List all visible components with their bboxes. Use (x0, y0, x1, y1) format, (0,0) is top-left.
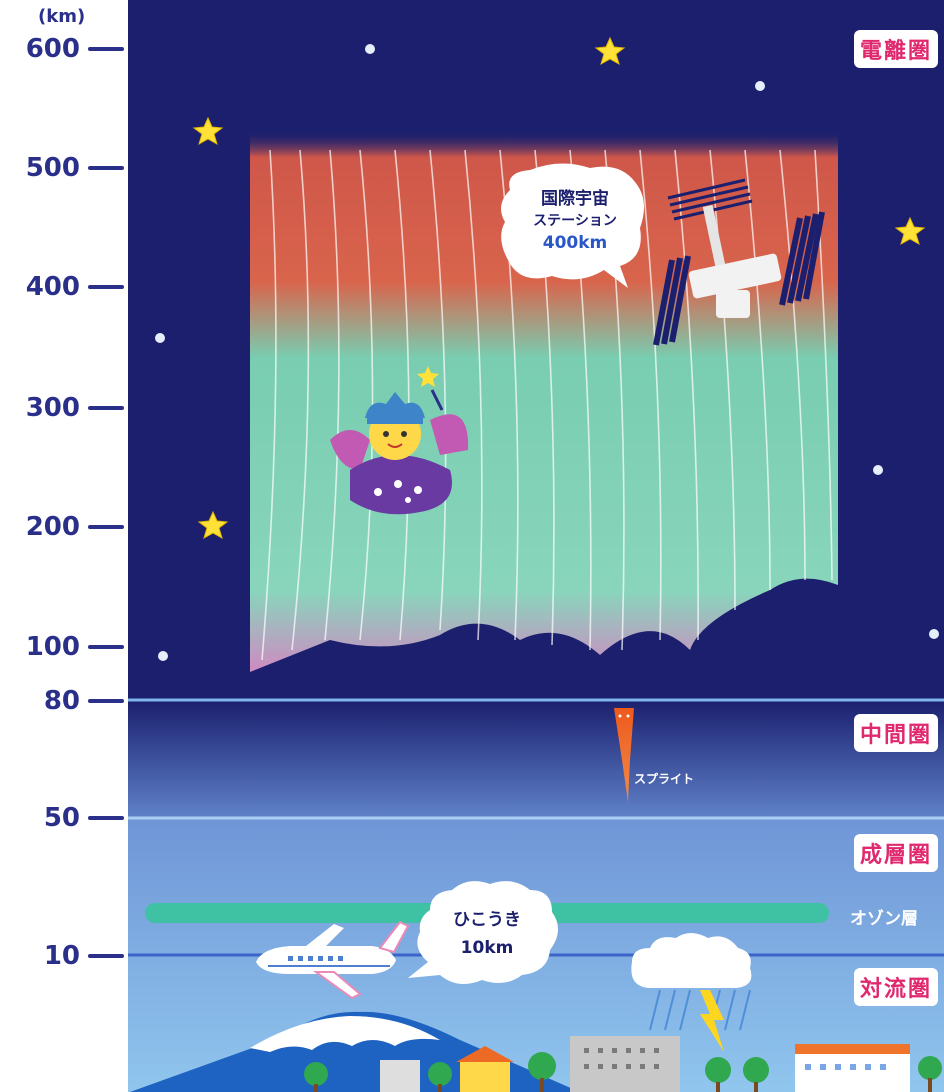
iss-bubble-text: 国際宇宙 ステーション 400km (512, 188, 638, 254)
tick-mark (88, 166, 124, 170)
tick-label-50: 50 (43, 803, 80, 833)
layer-label-stratosphere: 成層圏 (853, 834, 938, 872)
tick-mark (88, 699, 124, 703)
iss-icon (653, 178, 825, 346)
iss-speech-bubble (501, 163, 644, 288)
plane-bubble-line2: 10km (460, 938, 514, 958)
tick-mark (88, 406, 124, 410)
tick-label-400: 400 (25, 272, 80, 302)
tick-label-80: 80 (43, 686, 80, 716)
tick-mark (88, 285, 124, 289)
star-icon (594, 36, 626, 66)
tick-label-600: 600 (25, 34, 80, 64)
small-star-icon (158, 651, 168, 661)
tick-label-100: 100 (25, 632, 80, 662)
tick-mark (88, 525, 124, 529)
star-icon (197, 510, 229, 540)
star-icon (894, 216, 926, 246)
star-icon (192, 116, 224, 146)
small-star-icon (755, 81, 765, 91)
tick-mark (88, 47, 124, 51)
tick-mark (88, 816, 124, 820)
layer-label-thermosphere: 電離圏 (853, 30, 938, 68)
sprite-icon (614, 708, 634, 802)
airplane-speech-bubble (408, 881, 559, 984)
layer-label-mesosphere: 中間圏 (853, 714, 938, 752)
small-star-icon (873, 465, 883, 475)
mesosphere-band (128, 700, 944, 818)
tick-label-200: 200 (25, 512, 80, 542)
building-icon (380, 1036, 910, 1092)
tick-mark (88, 954, 124, 958)
iss-bubble-line1: 国際宇宙 (541, 189, 609, 209)
layer-label-troposphere: 対流圏 (853, 968, 938, 1006)
tick-label-500: 500 (25, 153, 80, 183)
fairy-icon (330, 366, 469, 515)
tree-icon (304, 1052, 942, 1086)
layer-label-ozone: オゾン層 (850, 909, 918, 929)
small-star-icon (929, 629, 939, 639)
iss-bubble-line2: ステーション (533, 213, 617, 229)
sprite-label: スプライト (634, 772, 695, 786)
small-star-icon (155, 333, 165, 343)
lightning-icon (700, 990, 724, 1052)
tick-mark (88, 645, 124, 649)
plane-bubble-text: ひこうき 10km (432, 906, 542, 962)
axis-unit-label: (km) (38, 6, 86, 27)
tick-label-300: 300 (25, 393, 80, 423)
small-star-icon (365, 44, 375, 54)
iss-bubble-line3: 400km (542, 233, 608, 253)
airplane-icon (256, 920, 410, 1000)
tick-label-10: 10 (43, 941, 80, 971)
plane-bubble-line1: ひこうき (453, 910, 521, 930)
